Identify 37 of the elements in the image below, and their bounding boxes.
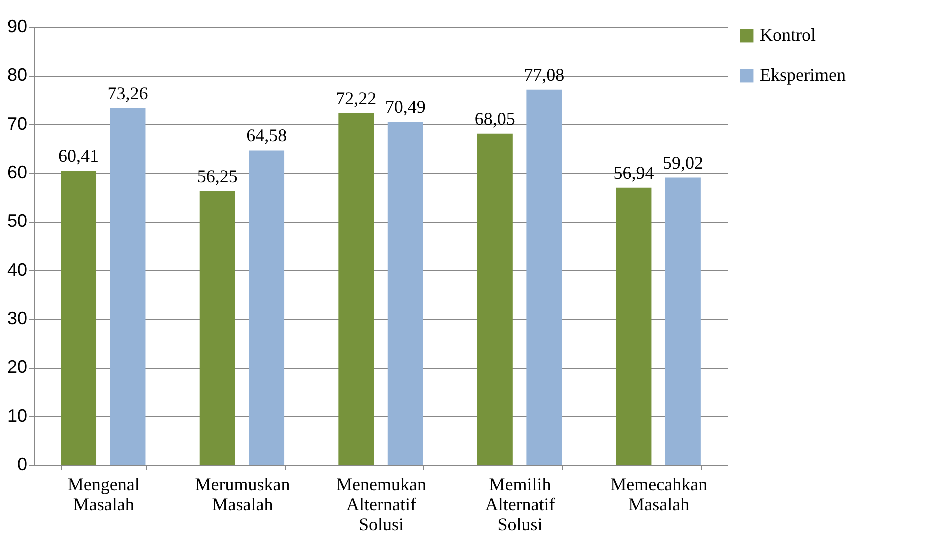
y-tick-label: 30 xyxy=(7,308,28,328)
x-tick-label: Memecahkan Masalah xyxy=(610,474,708,514)
bar xyxy=(665,178,701,465)
bar xyxy=(200,191,236,465)
bar xyxy=(388,122,424,465)
data-label: 73,26 xyxy=(108,83,148,104)
bar xyxy=(616,188,652,465)
y-tick-label: 50 xyxy=(7,211,28,232)
y-tick-label: 60 xyxy=(7,162,28,182)
data-label: 60,41 xyxy=(58,146,100,166)
bar xyxy=(526,90,562,465)
data-label: 68,05 xyxy=(474,108,516,129)
data-label: 70,49 xyxy=(385,96,426,117)
legend-label: Kontrol xyxy=(760,25,816,45)
y-tick-label: 20 xyxy=(7,357,28,378)
x-tick-label: Merumuskan Masalah xyxy=(195,474,290,514)
data-label: 56,25 xyxy=(197,166,238,186)
bar xyxy=(61,171,97,465)
data-label: 64,58 xyxy=(246,126,288,146)
data-label: 56,94 xyxy=(614,162,654,183)
y-tick-label: 0 xyxy=(17,454,28,474)
bar xyxy=(110,108,146,465)
data-label: 77,08 xyxy=(524,64,565,85)
data-label: 72,22 xyxy=(336,88,377,109)
legend-label: Eksperimen xyxy=(760,65,846,85)
y-tick-label: 70 xyxy=(7,114,28,134)
x-tick-label: Menemukan Alternatif Solusi xyxy=(336,474,426,534)
y-tick-label: 10 xyxy=(7,406,28,426)
y-tick-label: 40 xyxy=(7,260,28,280)
bar xyxy=(338,114,374,465)
x-tick-label: Mengenal Masalah xyxy=(68,474,140,514)
data-label: 59,02 xyxy=(662,152,704,173)
bar xyxy=(249,150,285,465)
y-tick-label: 90 xyxy=(7,16,28,36)
bar xyxy=(477,134,513,465)
y-tick-label: 80 xyxy=(7,65,28,86)
x-tick-label: Memilih Alternatif Solusi xyxy=(485,474,556,534)
